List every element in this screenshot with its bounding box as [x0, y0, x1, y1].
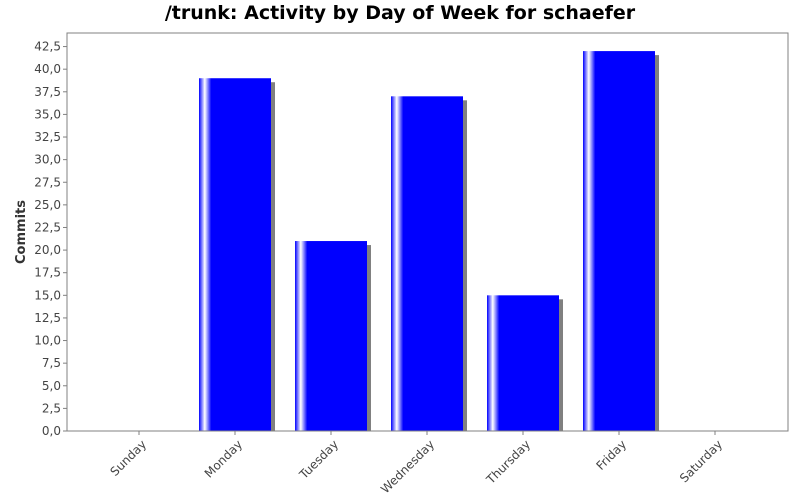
x-tick-label: Saturday — [677, 437, 725, 485]
x-tick-label: Monday — [202, 437, 245, 480]
x-tick-label: Thursday — [483, 437, 533, 487]
y-tick-label: 37,5 — [34, 85, 61, 99]
y-tick-label: 32,5 — [34, 130, 61, 144]
bar-friday — [583, 51, 655, 431]
y-ticks: 0,0 2,5 5,0 7,5 10,0 12,5 15,0 17,5 20,0 22,5 25,0… — [34, 40, 67, 438]
bar-wednesday — [391, 96, 463, 432]
y-tick-label: 15,0 — [34, 288, 61, 302]
y-tick-label: 0,0 — [42, 424, 61, 438]
y-tick-label: 30,0 — [34, 153, 61, 167]
y-tick-label: 7,5 — [42, 356, 61, 370]
y-tick-label: 10,0 — [34, 334, 61, 348]
bar-monday — [199, 78, 271, 432]
x-tick-label: Wednesday — [378, 437, 437, 496]
y-tick-label: 17,5 — [34, 266, 61, 280]
bar-thursday — [487, 295, 559, 431]
x-tick-label: Tuesday — [296, 437, 341, 482]
y-tick-label: 12,5 — [34, 311, 61, 325]
x-ticks: Sunday Monday Tuesday Wednesday Thursday Frid… — [107, 431, 725, 496]
y-tick-label: 5,0 — [42, 379, 61, 393]
x-tick-label: Friday — [594, 437, 630, 473]
x-tick-label: Sunday — [107, 437, 149, 479]
y-tick-label: 35,0 — [34, 107, 61, 121]
y-tick-label: 27,5 — [34, 175, 61, 189]
y-tick-label: 2,5 — [42, 401, 61, 415]
bar-tuesday — [295, 241, 367, 431]
bars-layer — [199, 51, 659, 432]
y-axis-title: Commits — [14, 200, 29, 264]
y-tick-label: 42,5 — [34, 40, 61, 54]
y-tick-label: 20,0 — [34, 243, 61, 257]
y-tick-label: 22,5 — [34, 220, 61, 234]
chart-title: /trunk: Activity by Day of Week for scha… — [164, 2, 636, 24]
y-tick-label: 40,0 — [34, 62, 61, 76]
y-tick-label: 25,0 — [34, 198, 61, 212]
